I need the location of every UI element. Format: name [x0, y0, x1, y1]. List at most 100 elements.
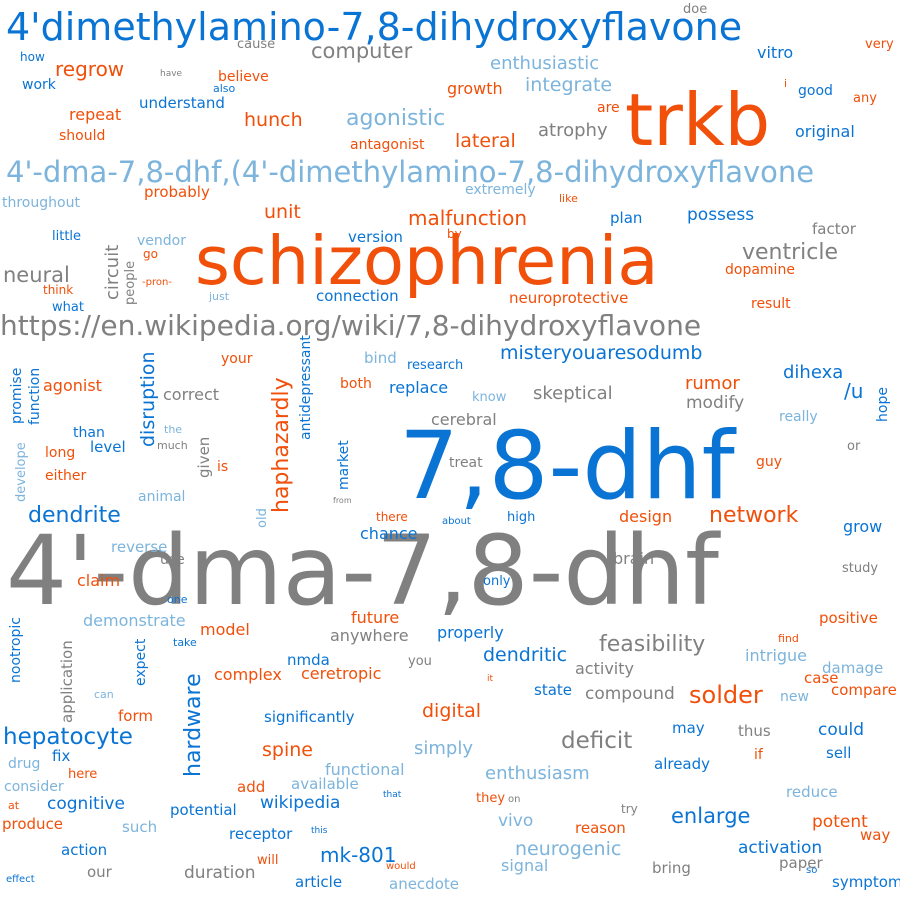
word-market: market [336, 440, 352, 490]
word-much: much [157, 439, 188, 452]
word-dihexa: dihexa [783, 362, 844, 383]
word-the: the [164, 423, 183, 436]
word-article: article [295, 873, 343, 891]
word-symptom: symptom [832, 873, 900, 891]
word-they: they [476, 791, 506, 806]
word-4dma-78dhf: 4'-dma-7,8-dhf [6, 515, 719, 627]
word-it: it [487, 674, 494, 684]
word-work: work [22, 77, 56, 93]
word-brain: brain [613, 549, 655, 568]
word-effect: effect [6, 874, 35, 885]
word-very: very [865, 37, 894, 52]
word-activation: activation [738, 838, 823, 858]
word-your: your [221, 351, 253, 367]
word-enthusiastic: enthusiastic [490, 53, 600, 74]
word-mk-801: mk-801 [320, 843, 397, 867]
word-understand: understand [139, 94, 225, 112]
word-agonist: agonist [43, 376, 102, 395]
word-probably: probably [144, 183, 210, 201]
word-treat: treat [449, 455, 483, 471]
word-just: just [209, 290, 230, 303]
word-one: one [167, 593, 188, 606]
word-could: could [818, 720, 865, 740]
word-reason: reason [575, 819, 626, 837]
word-there: there [376, 510, 408, 524]
word-integrate: integrate [525, 74, 613, 96]
word-study: study [842, 561, 879, 576]
word-can: can [94, 688, 114, 701]
word-new: new [780, 689, 809, 705]
word-promise: promise [9, 367, 25, 424]
word-spine: spine [262, 739, 313, 761]
word-thus: thus [738, 722, 771, 740]
word-doe: doe [683, 2, 708, 17]
word-simply: simply [414, 738, 473, 759]
word-version: version [348, 228, 403, 246]
word-bind: bind [364, 349, 397, 367]
word-believe: believe [218, 69, 269, 85]
word-possess: possess [687, 205, 755, 225]
word-activity: activity [575, 659, 634, 678]
word-skeptical: skeptical [533, 383, 613, 404]
word-also: also [213, 82, 236, 95]
word-produce: produce [2, 815, 64, 833]
word-pron: -pron- [142, 277, 172, 288]
word-either: either [45, 468, 87, 484]
word-intrigue: intrigue [745, 646, 808, 665]
word-paper: paper [779, 854, 823, 872]
word-form: form [118, 707, 153, 725]
word-dendrite: dendrite [28, 503, 121, 528]
word-state: state [534, 681, 572, 699]
word-nootropic: nootropic [8, 617, 24, 683]
word-our: our [87, 863, 112, 881]
word-how: how [20, 50, 45, 64]
word-duration: duration [184, 863, 256, 883]
word-so: so [806, 865, 818, 876]
word-ceretropic: ceretropic [301, 664, 382, 683]
word-here: here [68, 767, 98, 782]
word-haphazardly: haphazardly [269, 377, 294, 513]
word-fix: fix [52, 747, 71, 765]
word-good: good [798, 83, 833, 99]
word-extremely: extremely [465, 182, 536, 198]
word-available: available [291, 775, 359, 793]
word-misteryouaresodumb: misteryouaresodumb [500, 342, 703, 364]
word-network: network [709, 503, 799, 528]
word-plan: plan [610, 209, 643, 227]
word-growth: growth [447, 79, 503, 98]
word-should: should [59, 128, 106, 144]
word-will: will [257, 853, 279, 868]
word-regrow: regrow [55, 57, 125, 81]
word-significantly: significantly [264, 708, 355, 726]
word-hardware: hardware [181, 673, 206, 777]
word-anywhere: anywhere [330, 626, 409, 645]
word-bring: bring [652, 859, 691, 877]
word-are: are [597, 100, 620, 116]
word-level: level [90, 438, 126, 456]
word-that: that [383, 790, 402, 800]
word-disruption: disruption [137, 351, 159, 447]
word-original: original [795, 122, 855, 141]
word-vendor: vendor [137, 233, 186, 249]
word-develope: develope [14, 442, 29, 502]
word-enthusiasm: enthusiasm [485, 763, 590, 784]
word-case: case [804, 669, 839, 687]
word-agonistic: agonistic [346, 106, 446, 131]
word-vitro: vitro [757, 43, 794, 62]
word-u: /u [844, 379, 864, 403]
word-modify: modify [686, 393, 745, 413]
word-correct: correct [163, 385, 220, 404]
word-such: such [122, 818, 158, 836]
word-or: or [847, 439, 861, 454]
word-ventricle: ventricle [742, 240, 839, 265]
word-deficit: deficit [561, 728, 633, 754]
word-lateral: lateral [455, 130, 516, 152]
word-schizophrenia: schizophrenia [195, 222, 659, 300]
word-reverse: reverse [111, 538, 168, 556]
word-future: future [351, 608, 400, 627]
word-add: add [237, 778, 266, 796]
word-cause: cause [237, 37, 276, 52]
word-by: by [447, 227, 462, 241]
word-action: action [61, 841, 108, 859]
word-find: find [778, 632, 799, 645]
